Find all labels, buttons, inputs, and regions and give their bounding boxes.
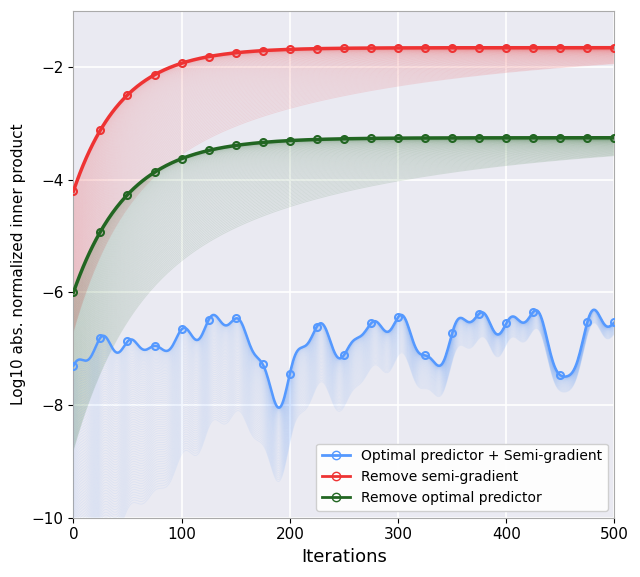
X-axis label: Iterations: Iterations — [301, 548, 387, 566]
Legend: Optimal predictor + Semi-gradient, Remove semi-gradient, Remove optimal predicto: Optimal predictor + Semi-gradient, Remov… — [316, 444, 607, 511]
Y-axis label: Log10 abs. normalized inner product: Log10 abs. normalized inner product — [11, 123, 26, 405]
